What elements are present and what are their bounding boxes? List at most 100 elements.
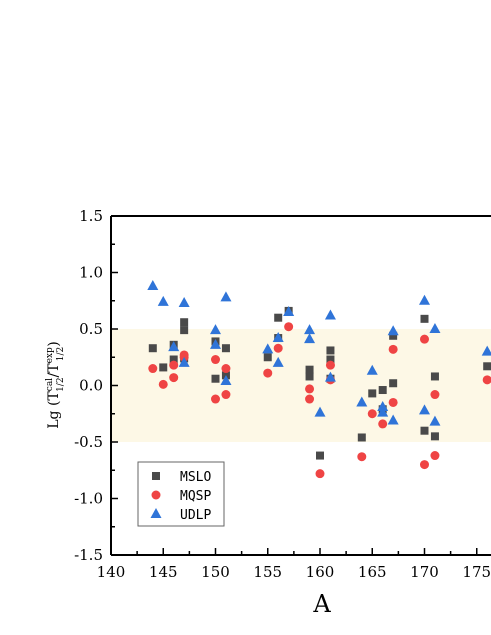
mslo-point [180,318,189,327]
udlp-point [178,297,190,308]
series-mqsp [148,322,491,479]
legend-label-udlp: UDLP [180,508,211,523]
mqsp-point [158,379,168,389]
legend-marker-mslo [152,472,160,480]
y-tick-label: -1.0 [74,490,103,508]
y-tick-label: 0.5 [79,320,103,338]
udlp-point [429,323,441,333]
mqsp-point [430,451,440,461]
mqsp-point [211,355,220,365]
mqsp-point [420,460,429,470]
mqsp-point [430,390,440,400]
udlp-point [283,306,295,317]
mslo-point [305,365,314,374]
x-tick-label: 160 [306,563,335,581]
mslo-point [221,344,230,353]
udlp-point [419,404,430,415]
mqsp-point [284,322,294,332]
mslo-point [357,433,366,442]
udlp-point [481,345,491,356]
mslo-point [389,331,398,340]
udlp-point [272,332,284,343]
udlp-point [377,400,389,411]
y-tick-label: 1.0 [79,264,103,282]
udlp-point [272,356,284,367]
udlp-point [377,406,389,417]
mslo-point [326,346,335,355]
legend-label-mslo: MSLO [180,470,211,485]
udlp-point [262,343,274,354]
mslo-point [368,389,377,398]
mslo-point [180,326,189,335]
x-tick-label: 170 [410,563,439,581]
axes-layer: -1.5 -1.0 -0.5 0.0 0.5 1.0 1.5 140 145 150 155 160 1… [74,207,491,581]
x-tick-label: 150 [201,563,230,581]
udlp-point [304,324,316,335]
mslo-point [316,451,324,460]
x-tick-label: 140 [97,563,126,581]
mqsp-point [388,344,398,354]
mqsp-point [305,384,315,394]
mqsp-point [169,373,179,383]
mqsp-point [211,394,220,404]
legend-label-mqsp: MQSP [180,489,211,504]
mqsp-point [420,334,429,344]
mqsp-point [273,343,283,353]
mqsp-point [263,368,273,378]
udlp-point [304,333,316,344]
udlp-point [387,414,399,425]
mqsp-point [221,390,231,400]
y-axis-title: Lg (Tcal1/2/Texp1/2) [45,341,66,428]
udlp-point [324,371,336,382]
udlp-point [419,294,430,305]
mqsp-point [315,469,325,479]
legend: MSLO MQSP UDLP [137,461,225,527]
mqsp-point [367,409,377,419]
mslo-point [263,353,272,362]
mqsp-point [305,394,315,404]
mqsp-point [482,375,491,385]
x-tick-label: 175 [462,563,491,581]
y-tick-label: -1.5 [74,546,103,564]
udlp-point [220,374,232,385]
mslo-point [169,355,178,364]
udlp-point [210,324,221,335]
y-axis-title-text: Lg (Tcal1/2/Texp1/2) [45,341,66,428]
udlp-point [220,291,232,302]
mslo-point [420,426,429,435]
y-tick-label: 1.5 [79,207,103,225]
legend-marker-udlp [150,508,162,518]
y-tick-label: -0.5 [74,433,103,451]
udlp-point [147,280,159,291]
udlp-point [314,406,326,417]
udlp-point [387,325,399,336]
mslo-point [420,314,429,323]
udlp-point [168,341,180,352]
udlp-point [356,396,368,407]
mqsp-point [148,364,158,374]
series-udlp [147,280,491,426]
udlp-point [210,338,221,349]
mslo-point [148,344,157,353]
mqsp-point [357,452,367,462]
mslo-point [483,362,491,371]
mqsp-point [378,419,388,429]
x-axis-title: A [312,590,331,618]
mslo-point [430,372,439,381]
x-tick-label: 155 [253,563,282,581]
udlp-point [157,295,169,306]
legend-marker-mqsp [151,490,161,500]
mslo-point [389,379,398,388]
mqsp-point [221,364,231,374]
mqsp-point [388,397,398,407]
udlp-point [178,356,190,367]
mslo-point [326,355,335,364]
udlp-point [366,364,378,375]
mslo-point [430,432,439,441]
udlp-point [324,309,336,320]
mslo-point [274,313,283,322]
mslo-point [159,363,168,372]
mslo-point [305,372,314,381]
y-tick-label: 0.0 [79,377,103,395]
